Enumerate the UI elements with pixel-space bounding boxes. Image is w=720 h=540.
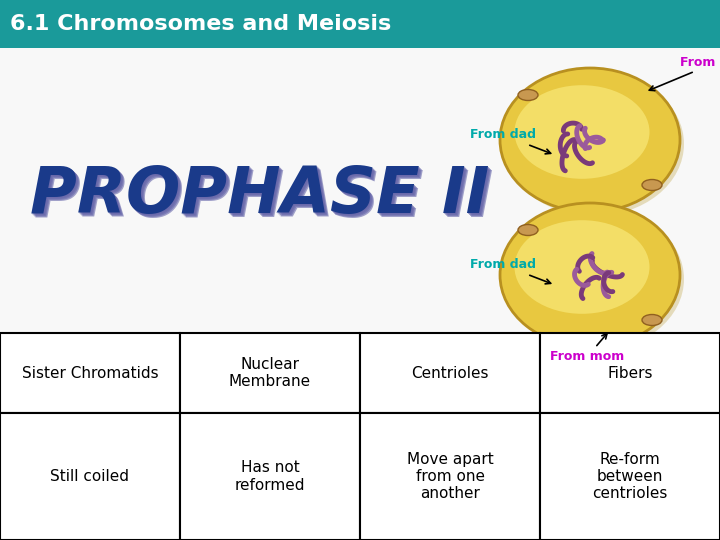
Text: PROPHASE II: PROPHASE II bbox=[33, 167, 492, 229]
Ellipse shape bbox=[515, 220, 649, 314]
FancyBboxPatch shape bbox=[180, 413, 360, 540]
FancyBboxPatch shape bbox=[540, 333, 720, 413]
FancyBboxPatch shape bbox=[360, 333, 540, 413]
Ellipse shape bbox=[642, 314, 662, 326]
Text: PROPHASE II: PROPHASE II bbox=[32, 166, 491, 228]
Ellipse shape bbox=[504, 207, 684, 351]
FancyBboxPatch shape bbox=[360, 413, 540, 540]
Text: From mom: From mom bbox=[550, 334, 624, 363]
FancyBboxPatch shape bbox=[540, 413, 720, 540]
Text: 6.1 Chromosomes and Meiosis: 6.1 Chromosomes and Meiosis bbox=[10, 14, 391, 34]
Text: Has not
reformed: Has not reformed bbox=[235, 460, 305, 492]
Ellipse shape bbox=[500, 68, 680, 212]
FancyBboxPatch shape bbox=[0, 48, 720, 333]
Text: Still coiled: Still coiled bbox=[50, 469, 130, 484]
Text: PROPHASE II: PROPHASE II bbox=[31, 165, 490, 227]
Text: From dad: From dad bbox=[470, 129, 551, 154]
Ellipse shape bbox=[518, 225, 538, 235]
Text: Nuclear
Membrane: Nuclear Membrane bbox=[229, 357, 311, 389]
Ellipse shape bbox=[500, 203, 680, 347]
FancyBboxPatch shape bbox=[0, 0, 720, 48]
FancyBboxPatch shape bbox=[180, 333, 360, 413]
Ellipse shape bbox=[504, 72, 684, 216]
Ellipse shape bbox=[518, 90, 538, 100]
Text: PROPHASE II: PROPHASE II bbox=[30, 164, 490, 226]
Text: Re-form
between
centrioles: Re-form between centrioles bbox=[593, 451, 667, 502]
Text: Centrioles: Centrioles bbox=[411, 366, 489, 381]
Text: From dad: From dad bbox=[470, 259, 551, 284]
Text: Sister Chromatids: Sister Chromatids bbox=[22, 366, 158, 381]
Text: From mom: From mom bbox=[649, 56, 720, 91]
Text: PROPHASE II: PROPHASE II bbox=[34, 168, 493, 230]
Ellipse shape bbox=[642, 179, 662, 191]
Ellipse shape bbox=[515, 85, 649, 179]
Text: Fibers: Fibers bbox=[607, 366, 653, 381]
Text: Move apart
from one
another: Move apart from one another bbox=[407, 451, 493, 502]
FancyBboxPatch shape bbox=[0, 413, 180, 540]
FancyBboxPatch shape bbox=[0, 333, 180, 413]
